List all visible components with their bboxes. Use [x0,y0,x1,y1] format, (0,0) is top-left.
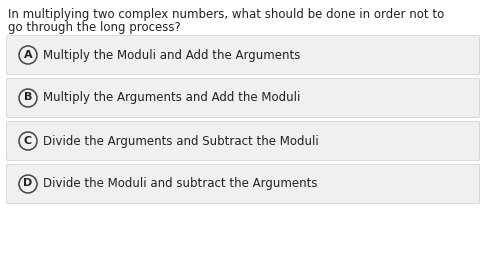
Text: B: B [24,92,32,103]
Text: Divide the Moduli and subtract the Arguments: Divide the Moduli and subtract the Argum… [43,178,317,191]
FancyBboxPatch shape [6,36,480,74]
Text: go through the long process?: go through the long process? [8,21,181,34]
Text: In multiplying two complex numbers, what should be done in order not to: In multiplying two complex numbers, what… [8,8,444,21]
Text: Multiply the Arguments and Add the Moduli: Multiply the Arguments and Add the Modul… [43,91,300,104]
Circle shape [19,46,37,64]
Text: D: D [23,179,33,188]
Text: Multiply the Moduli and Add the Arguments: Multiply the Moduli and Add the Argument… [43,48,300,61]
Circle shape [19,132,37,150]
FancyBboxPatch shape [6,121,480,161]
Text: C: C [24,135,32,145]
Circle shape [19,89,37,107]
Text: Divide the Arguments and Subtract the Moduli: Divide the Arguments and Subtract the Mo… [43,135,319,148]
Circle shape [19,175,37,193]
FancyBboxPatch shape [6,78,480,117]
Text: A: A [24,50,32,60]
FancyBboxPatch shape [6,165,480,204]
